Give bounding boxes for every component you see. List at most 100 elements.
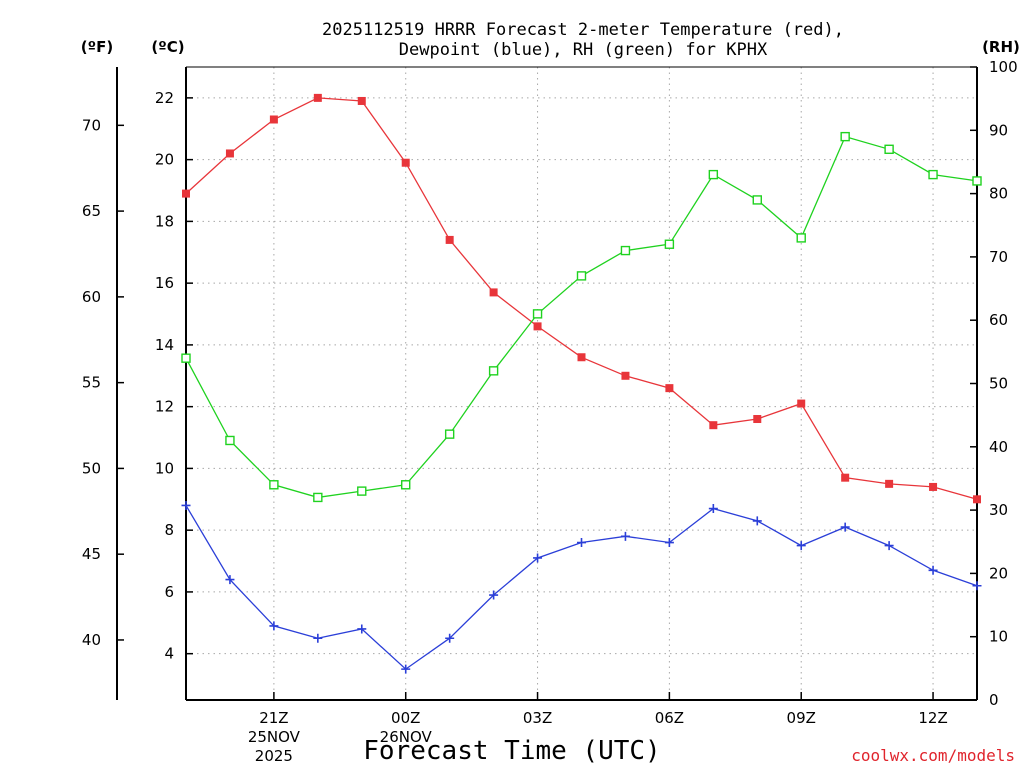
dewpoint-point bbox=[928, 565, 938, 575]
temperature-point bbox=[357, 96, 366, 105]
temperature-point bbox=[182, 189, 190, 198]
celsius-tick-label: 4 bbox=[164, 645, 174, 663]
fahrenheit-unit-label: (ºF) bbox=[81, 38, 113, 56]
dewpoint-point bbox=[533, 553, 543, 563]
dewpoint-point bbox=[269, 621, 279, 631]
rh-point bbox=[269, 480, 279, 490]
rh-point bbox=[488, 366, 499, 376]
temperature-point bbox=[445, 235, 454, 244]
temperature-point bbox=[973, 495, 981, 504]
rh-point bbox=[401, 480, 411, 490]
time-tick-label: 00Z bbox=[391, 709, 420, 727]
temperature-point bbox=[753, 415, 762, 424]
rh-tick-label: 10 bbox=[989, 628, 1008, 646]
temperature-point bbox=[225, 149, 234, 158]
rh-unit-label: (RH) bbox=[982, 38, 1020, 56]
dewpoint-point bbox=[313, 633, 323, 643]
rh-point bbox=[884, 144, 894, 154]
chart-title-line2: Dewpoint (blue), RH (green) for KPHX bbox=[399, 40, 768, 60]
grid-lines bbox=[186, 67, 977, 700]
rh-tick-label: 80 bbox=[989, 185, 1008, 203]
time-tick-label: 12Z bbox=[918, 709, 947, 727]
rh-line bbox=[185, 135, 978, 499]
dewpoint-point bbox=[620, 531, 630, 541]
time-tick-label: 21Z bbox=[259, 709, 288, 727]
watermark: coolwx.com/models bbox=[851, 746, 1015, 765]
fahrenheit-tick-label: 60 bbox=[82, 288, 101, 306]
celsius-tick-label: 14 bbox=[155, 336, 174, 354]
dewpoint-point bbox=[972, 581, 982, 591]
rh-point bbox=[840, 131, 850, 142]
rh-point bbox=[576, 271, 587, 281]
time-tick-label: 06Z bbox=[655, 709, 684, 727]
celsius-tick-label: 6 bbox=[164, 583, 174, 601]
date-tick-label: 25NOV bbox=[248, 728, 301, 746]
rh-point bbox=[796, 233, 806, 243]
celsius-tick-label: 22 bbox=[155, 89, 174, 107]
temperature-point bbox=[489, 288, 498, 297]
rh-point bbox=[357, 486, 367, 496]
rh-tick-label: 0 bbox=[989, 691, 999, 709]
time-tick-label: 03Z bbox=[523, 709, 552, 727]
rh-tick-label: 20 bbox=[989, 564, 1008, 582]
rh-point bbox=[928, 169, 938, 180]
fahrenheit-tick-label: 45 bbox=[82, 545, 101, 563]
rh-tick-label: 30 bbox=[989, 501, 1008, 519]
rh-tick-label: 90 bbox=[989, 121, 1008, 139]
rh-point bbox=[225, 435, 235, 446]
dewpoint-point bbox=[357, 624, 367, 634]
rh-point bbox=[752, 195, 762, 205]
celsius-tick-label: 8 bbox=[164, 521, 174, 539]
data-series bbox=[181, 93, 982, 674]
rh-tick-label: 40 bbox=[989, 438, 1008, 456]
date-tick-label: 26NOV bbox=[380, 728, 433, 746]
dewpoint-point bbox=[752, 516, 762, 526]
x-axis-label: Forecast Time (UTC) bbox=[363, 736, 660, 766]
rh-point bbox=[532, 309, 543, 319]
temperature-point bbox=[621, 371, 630, 380]
rh-point bbox=[620, 245, 631, 256]
rh-tick-label: 70 bbox=[989, 248, 1008, 266]
temperature-point bbox=[929, 482, 938, 491]
celsius-unit-label: (ºC) bbox=[151, 38, 184, 56]
rh-tick-label: 60 bbox=[989, 311, 1008, 329]
dewpoint-point bbox=[796, 541, 806, 551]
rh-point bbox=[444, 429, 455, 439]
celsius-tick-label: 10 bbox=[155, 459, 174, 477]
rh-point bbox=[664, 239, 675, 249]
rh-tick-label: 100 bbox=[989, 58, 1018, 76]
dewpoint-point bbox=[840, 522, 850, 532]
celsius-tick-label: 12 bbox=[155, 398, 174, 416]
fahrenheit-tick-label: 65 bbox=[82, 202, 101, 220]
chart-title-line1: 2025112519 HRRR Forecast 2-meter Tempera… bbox=[322, 20, 844, 40]
rh-tick-label: 50 bbox=[989, 375, 1008, 393]
dewpoint-point bbox=[401, 664, 411, 674]
temperature-point bbox=[885, 479, 894, 488]
celsius-tick-label: 20 bbox=[155, 151, 174, 169]
dewpoint-point bbox=[445, 633, 455, 643]
rh-point bbox=[972, 176, 982, 186]
dewpoint-point bbox=[664, 538, 674, 548]
temperature-point bbox=[797, 399, 806, 408]
fahrenheit-tick-label: 50 bbox=[82, 459, 101, 477]
temperature-point bbox=[401, 158, 410, 167]
fahrenheit-tick-label: 70 bbox=[82, 116, 101, 134]
dewpoint-point bbox=[884, 541, 894, 551]
time-tick-label: 09Z bbox=[787, 709, 816, 727]
temperature-line bbox=[185, 97, 978, 500]
fahrenheit-tick-label: 55 bbox=[82, 374, 101, 392]
rh-point bbox=[708, 169, 719, 180]
temperature-point bbox=[313, 93, 322, 102]
temperature-point bbox=[665, 384, 674, 393]
celsius-tick-label: 16 bbox=[155, 274, 174, 292]
temperature-point bbox=[709, 421, 718, 430]
temperature-point bbox=[577, 353, 586, 362]
dewpoint-point bbox=[489, 590, 499, 600]
tick-labels: 40 45 50 55 60 65 70 4 6 8 10 12 14 16 18 20 22 0 10 20 30 40… bbox=[82, 58, 1018, 765]
temperature-point bbox=[269, 115, 278, 124]
axes bbox=[116, 66, 978, 701]
rh-point bbox=[313, 492, 323, 503]
fahrenheit-tick-label: 40 bbox=[82, 631, 101, 649]
dewpoint-point bbox=[577, 538, 586, 548]
